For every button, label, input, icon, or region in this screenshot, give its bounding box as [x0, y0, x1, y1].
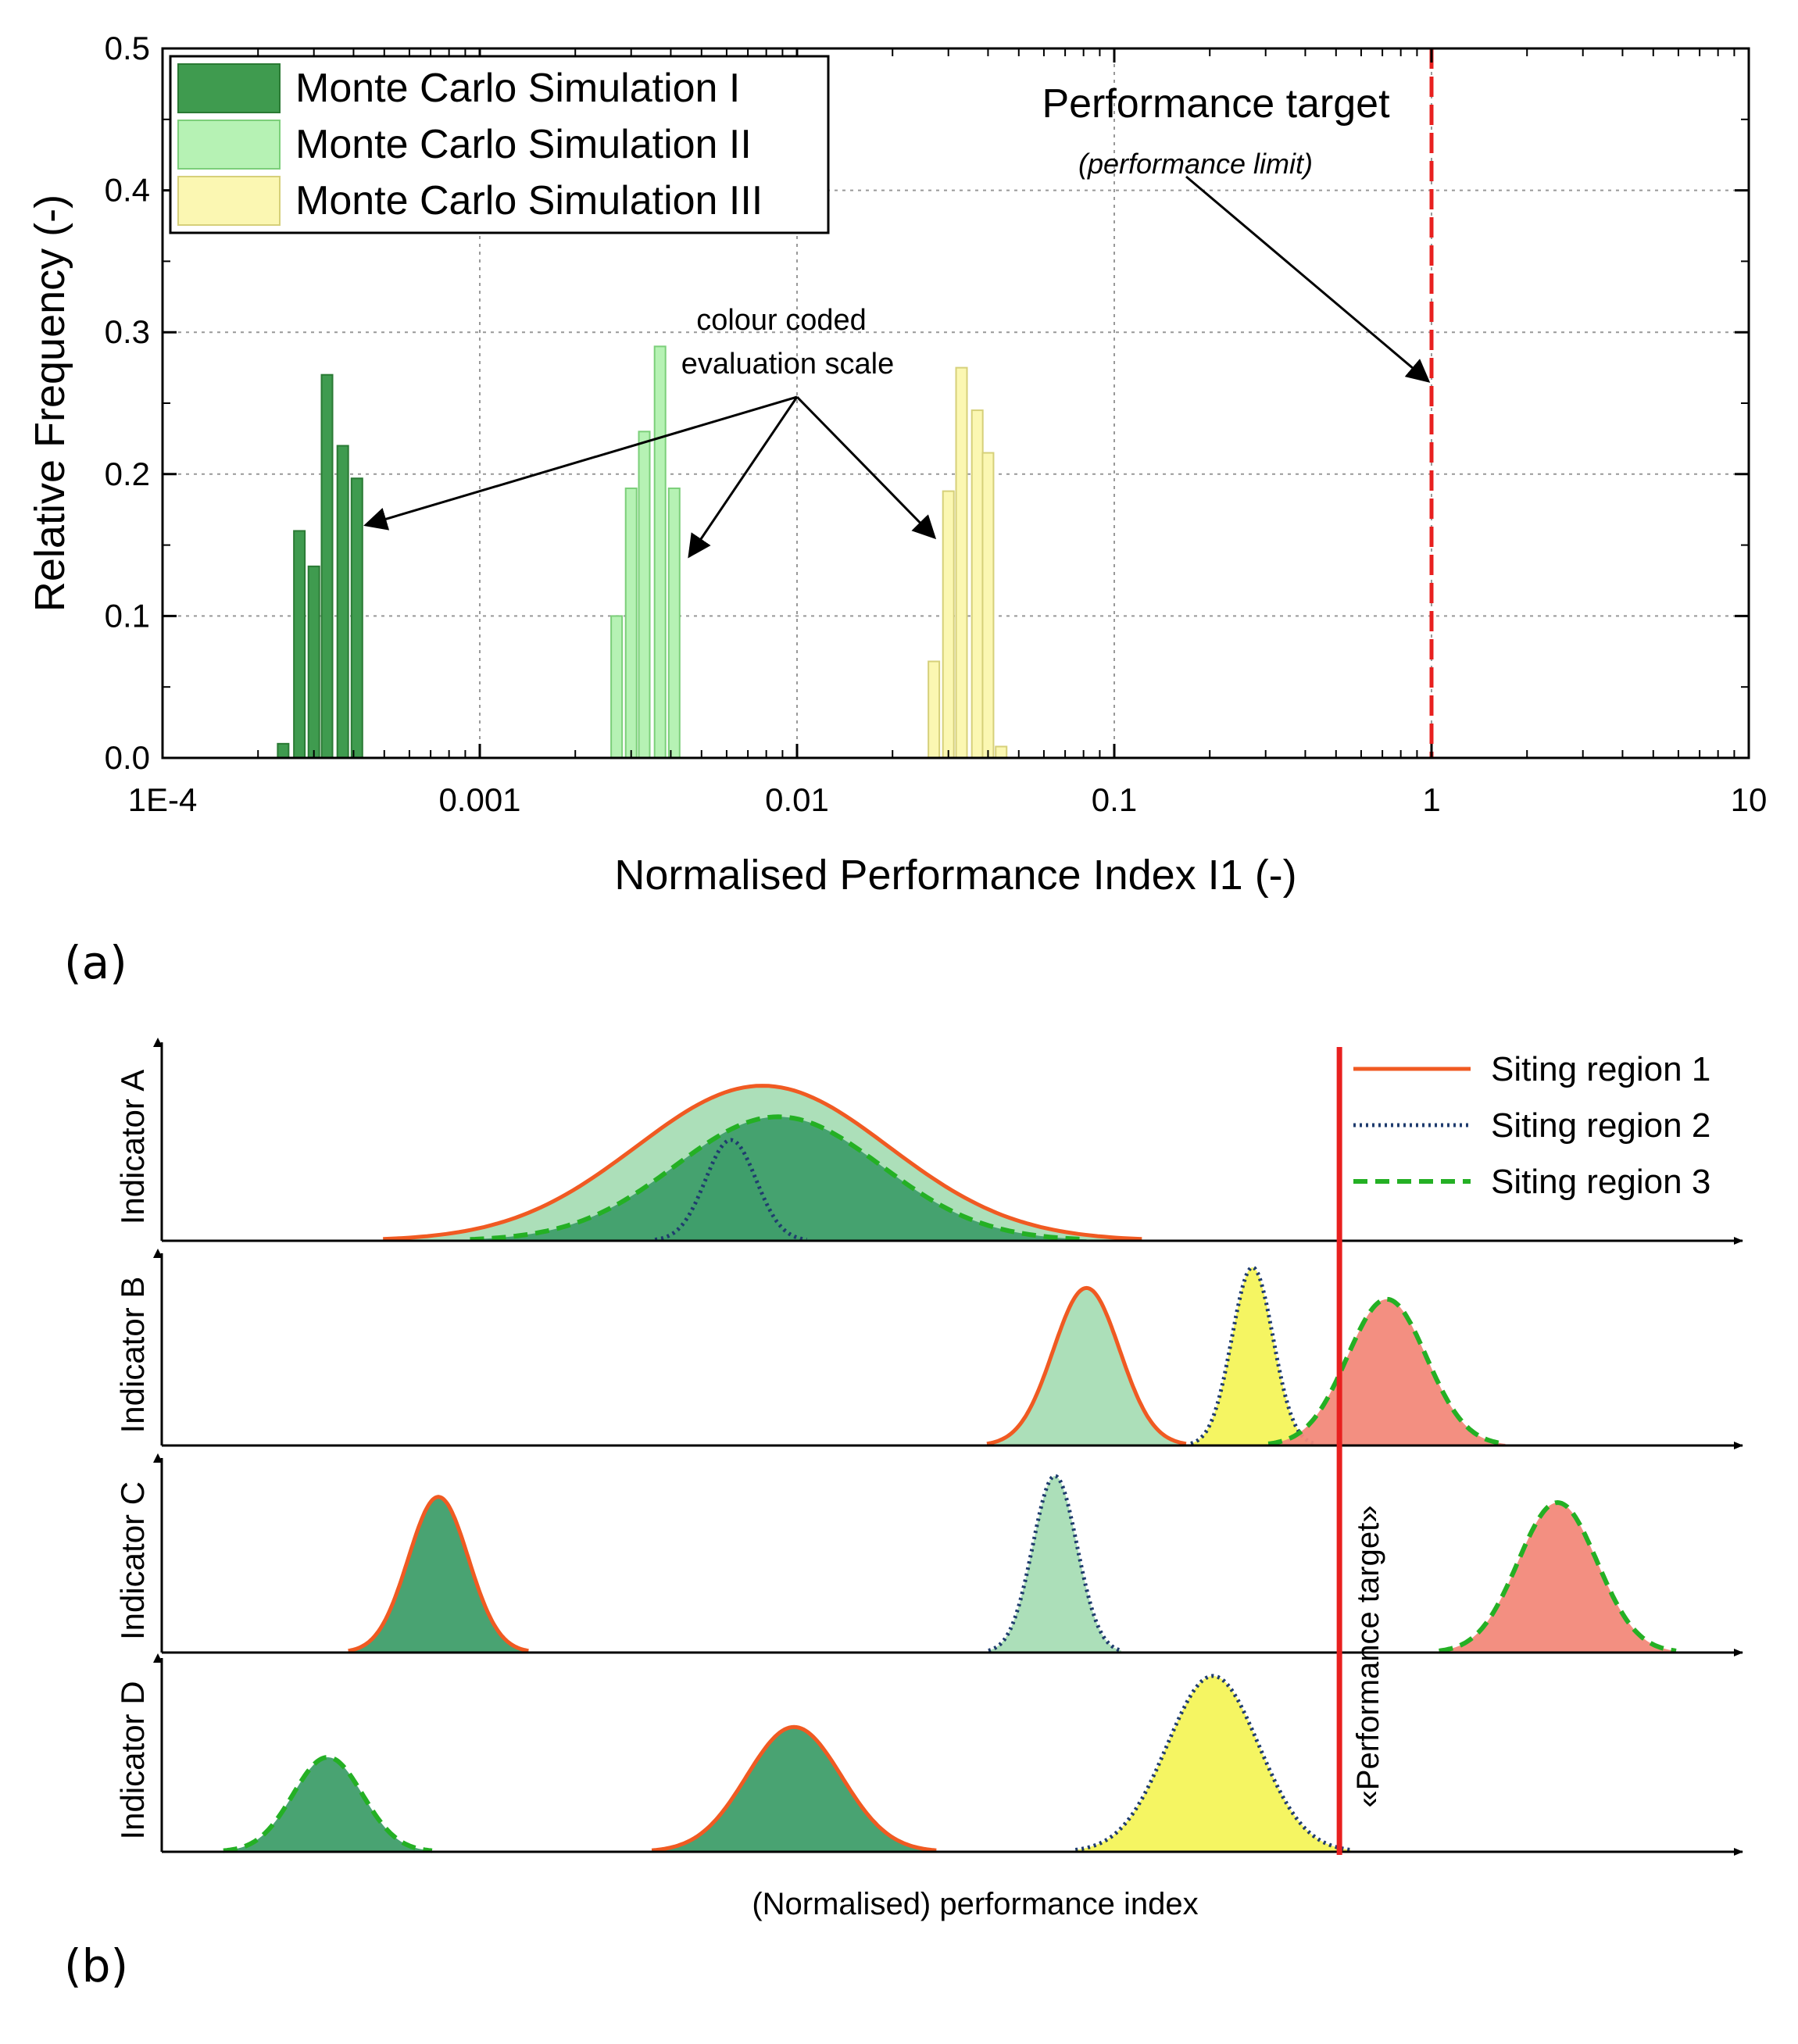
histogram-bar — [928, 660, 941, 759]
distribution-area-region-1 — [652, 1727, 937, 1852]
histogram-bar — [955, 366, 968, 759]
legend-swatch — [177, 63, 281, 113]
histogram-bar — [667, 487, 681, 759]
scale-annotation-line1: colour coded — [696, 304, 867, 337]
legend-label: Siting region 3 — [1491, 1163, 1710, 1201]
panel-b-indicators: Indicator A Indicator B Indicator C Indicat… — [114, 1038, 1743, 1921]
x-tick-label: 10 — [1731, 781, 1768, 818]
histogram-bar — [995, 745, 1008, 759]
panel-a-label: (a) — [64, 936, 127, 989]
histogram-bar — [942, 490, 955, 759]
y-tick-label: 0.1 — [105, 597, 150, 634]
indicator-label: Indicator B — [114, 1277, 151, 1434]
distribution-curve-region-3 — [1439, 1499, 1677, 1653]
x-tick-label: 0.1 — [1092, 781, 1137, 818]
y-tick-label: 0.4 — [105, 172, 150, 209]
histogram-bar — [320, 373, 334, 759]
y-tick-label: 0.0 — [105, 739, 150, 776]
histogram-bar — [307, 565, 320, 759]
distribution-area-region-1 — [348, 1496, 529, 1653]
legend-label: Siting region 1 — [1491, 1050, 1710, 1088]
indicator-c-plot: Indicator C — [114, 1453, 1743, 1656]
distribution-curve-region-2 — [988, 1474, 1122, 1653]
panel-b-label: (b) — [64, 1939, 129, 1992]
legend-label: Monte Carlo Simulation II — [295, 122, 752, 167]
indicator-label: Indicator C — [114, 1481, 151, 1640]
indicator-b-plot: Indicator B — [114, 1249, 1743, 1449]
distribution-curve-region-1 — [383, 1084, 1142, 1242]
distribution-curve-region-3 — [470, 1114, 1087, 1242]
target-annotation-arrow — [1185, 175, 1431, 383]
indicator-label: Indicator D — [114, 1681, 151, 1839]
distribution-curve-region-1 — [348, 1495, 529, 1653]
scale-arrow-sim2 — [688, 396, 799, 559]
distribution-curve-region-2 — [1190, 1265, 1315, 1445]
legend-label: Monte Carlo Simulation III — [295, 178, 763, 223]
indicator-d-plot: Indicator D — [114, 1653, 1743, 1856]
indicator-a-plot: Indicator A — [114, 1038, 1743, 1245]
legend: Monte Carlo Simulation I Monte Carlo Simu… — [169, 55, 830, 234]
x-tick-label: 1 — [1422, 781, 1440, 818]
histogram-bar — [624, 487, 638, 759]
legend-label: Siting region 2 — [1491, 1106, 1710, 1145]
distribution-area-region-3 — [223, 1757, 432, 1852]
x-axis-title: Normalised Performance Index I1 (-) — [614, 852, 1296, 899]
distribution-curve-region-1 — [986, 1285, 1187, 1446]
legend-swatch — [177, 176, 281, 226]
indicator-label: Indicator A — [114, 1070, 151, 1224]
distribution-area-region-2 — [655, 1140, 807, 1241]
scale-arrow-sim3 — [795, 395, 937, 540]
distribution-area-region-3 — [470, 1117, 1087, 1241]
histogram-bar — [970, 409, 984, 759]
scale-arrow-sim1 — [363, 395, 798, 531]
panel-a-histogram: 1E-4 0.001 0.01 0.1 1 10 0.0 0.1 0.2 0.3 0.4 0.5 Nor… — [27, 30, 1767, 899]
y-tick-label: 0.5 — [105, 30, 150, 66]
distribution-area-region-1 — [987, 1288, 1186, 1445]
distribution-curve-region-1 — [651, 1724, 937, 1853]
y-tick-label: 0.3 — [105, 313, 150, 350]
histogram-bar — [653, 345, 667, 759]
performance-target-label: «Performance target» — [1351, 1506, 1385, 1808]
distribution-area-region-3 — [1439, 1503, 1676, 1653]
distribution-curve-region-2 — [654, 1138, 807, 1242]
histogram-bar — [277, 742, 290, 759]
histogram-bar — [293, 530, 306, 759]
y-tick-label: 0.2 — [105, 456, 150, 492]
x-tick-label: 0.01 — [765, 781, 829, 818]
x-tick-label: 1E-4 — [128, 781, 198, 818]
distribution-area-region-2 — [988, 1476, 1121, 1653]
distribution-area-region-2 — [1075, 1675, 1351, 1852]
target-subtitle: (performance limit) — [1078, 148, 1313, 180]
target-title: Performance target — [1042, 81, 1390, 127]
distribution-area-region-2 — [1191, 1267, 1314, 1445]
x-tick-label: 0.001 — [438, 781, 520, 818]
y-axis-title: Relative Frequency (-) — [27, 195, 73, 612]
x-axis-title-b: (Normalised) performance index — [752, 1887, 1198, 1921]
histogram-bar — [610, 615, 624, 759]
scale-annotation-line2: evaluation scale — [681, 348, 895, 381]
histogram-bar — [638, 431, 651, 759]
legend-swatch — [177, 120, 281, 170]
histogram-bar — [336, 445, 349, 759]
histogram-bar — [350, 477, 363, 759]
distribution-curve-region-2 — [1074, 1674, 1351, 1852]
histogram-bar — [981, 452, 995, 759]
legend-b: Siting region 1 Siting region 2 Siting reg… — [1353, 1050, 1710, 1201]
distribution-area-region-3 — [1268, 1299, 1506, 1445]
legend-label: Monte Carlo Simulation I — [295, 66, 740, 111]
distribution-curve-region-3 — [1267, 1296, 1506, 1446]
